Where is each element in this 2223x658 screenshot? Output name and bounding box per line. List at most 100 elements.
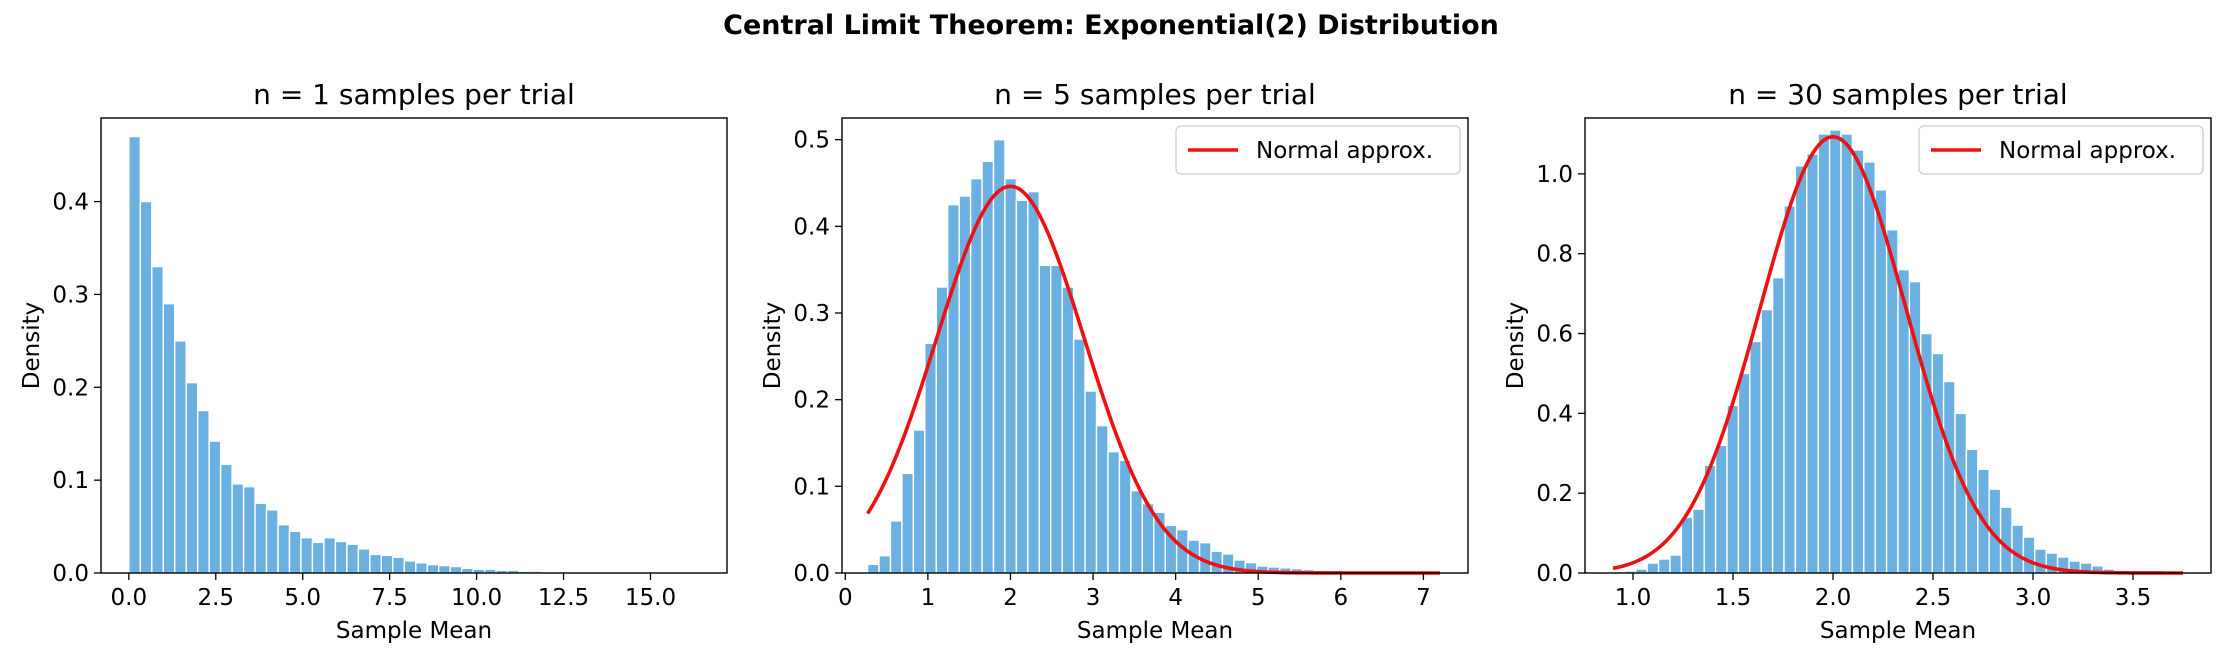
subplot-title: n = 1 samples per trial: [253, 78, 575, 111]
y-axis-label: Density: [1503, 302, 1529, 389]
x-axis-label: Sample Mean: [336, 618, 492, 644]
x-tick-label: 3.5: [2115, 585, 2152, 611]
subplot-3: n = 30 samples per trial 1.0 1.5 2.0 2.5 3.0 3…: [1503, 78, 2212, 644]
histogram-bar: [1726, 404, 1740, 574]
histogram-bar: [1714, 444, 1728, 574]
histogram-bar: [1737, 372, 1751, 574]
x-axis-label: Sample Mean: [1820, 618, 1976, 644]
histogram-bar: [415, 562, 428, 574]
histogram-bar: [889, 520, 903, 574]
histogram-bar: [128, 135, 141, 574]
histogram-bar: [992, 138, 1006, 574]
histogram-bar: [1669, 554, 1683, 574]
histogram-bar: [196, 409, 210, 574]
histogram-bar: [1931, 352, 1945, 574]
y-tick-label: 0.0: [52, 561, 89, 587]
histogram-bar: [219, 463, 233, 574]
histogram-bar: [866, 563, 880, 574]
histogram-bar: [1942, 380, 1956, 574]
x-tick-label: 5.0: [284, 585, 321, 611]
histogram-bar: [1771, 276, 1785, 574]
y-axis-label: Density: [760, 302, 786, 389]
histogram-bar: [323, 537, 337, 574]
axes-frame: [841, 117, 1469, 574]
histogram-bar: [1885, 229, 1899, 574]
histogram-bar: [369, 553, 383, 574]
x-tick-label: 2.0: [1815, 585, 1852, 611]
histogram-bar: [1072, 338, 1086, 574]
histogram-bar: [1760, 308, 1774, 574]
y-axis-label: Density: [19, 302, 45, 389]
x-tick-label: 7: [1416, 585, 1431, 611]
histogram-bar: [947, 203, 960, 574]
histogram-bar: [1657, 558, 1671, 574]
histogram-bar: [1840, 133, 1854, 574]
x-tick-label: 12.5: [538, 585, 589, 611]
histogram-bar: [1874, 189, 1888, 574]
axes-frame: [1584, 117, 2212, 574]
subplot-title: n = 5 samples per trial: [994, 78, 1316, 111]
x-tick-label: 2: [1003, 585, 1018, 611]
histogram-bar: [346, 543, 360, 574]
x-tick-label: 3.0: [2015, 585, 2052, 611]
histogram-bar: [901, 472, 915, 574]
y-tick-label: 0.4: [52, 190, 89, 216]
x-tick-label: 4: [1168, 585, 1183, 611]
x-tick-label: 0: [838, 585, 853, 611]
histogram-bar: [265, 509, 279, 574]
legend: Normal approx.: [1918, 125, 2204, 175]
normal-approx-curve: [1612, 134, 2184, 575]
histogram-bar: [403, 560, 417, 574]
legend-box: [1175, 125, 1461, 175]
legend-label: Normal approx.: [1999, 138, 2176, 164]
histogram-bar: [1851, 149, 1865, 574]
histogram-bar: [242, 485, 256, 574]
histogram-bar: [139, 200, 153, 574]
histogram-bar: [1828, 129, 1842, 574]
legend-label: Normal approx.: [1256, 138, 1433, 164]
y-tick-label: 0.0: [1536, 561, 1573, 587]
histogram-bar: [231, 483, 245, 574]
histogram-bar: [208, 440, 222, 574]
histogram-bar: [151, 265, 164, 574]
x-tick-label: 7.5: [371, 585, 408, 611]
histogram-bar: [1107, 450, 1121, 574]
y-tick-label: 0.4: [1536, 401, 1573, 427]
y-tick-label: 0.1: [52, 468, 89, 494]
histogram-bar: [185, 381, 199, 574]
x-tick-label: 2.5: [197, 585, 234, 611]
histogram-bar: [2034, 548, 2047, 574]
histogram-bar: [981, 160, 995, 574]
histogram-bar: [392, 556, 405, 574]
histogram-bar: [1004, 177, 1018, 574]
x-tick-label: 1.5: [1715, 585, 1752, 611]
histogram-bar: [1130, 489, 1144, 574]
x-tick-label: 1: [921, 585, 936, 611]
histogram-bar: [2011, 524, 2025, 574]
y-tick-label: 0.0: [793, 561, 830, 587]
x-tick-label: 3: [1086, 585, 1101, 611]
histogram-bar: [1050, 264, 1063, 574]
histogram-bar: [174, 340, 187, 574]
histogram-bar: [449, 565, 463, 574]
histogram-bar: [300, 537, 314, 574]
y-tick-label: 0.5: [793, 128, 830, 154]
histogram-bar: [288, 530, 302, 574]
histogram-bar: [1095, 424, 1109, 574]
axes-frame: [100, 117, 728, 574]
y-tick-label: 0.6: [1536, 322, 1573, 348]
histogram-bar: [1061, 286, 1075, 574]
x-tick-label: 1.0: [1615, 585, 1652, 611]
x-tick-label: 10.0: [451, 585, 502, 611]
histogram-bar: [924, 342, 937, 574]
y-tick-label: 0.3: [52, 282, 89, 308]
histogram-bar: [1118, 459, 1132, 574]
x-tick-label: 6: [1333, 585, 1348, 611]
x-tick-label: 15.0: [625, 585, 676, 611]
x-axis-label: Sample Mean: [1077, 618, 1233, 644]
histogram-bar: [426, 563, 440, 574]
legend-box: [1918, 125, 2204, 175]
y-tick-label: 0.4: [793, 214, 830, 240]
legend: Normal approx.: [1175, 125, 1461, 175]
